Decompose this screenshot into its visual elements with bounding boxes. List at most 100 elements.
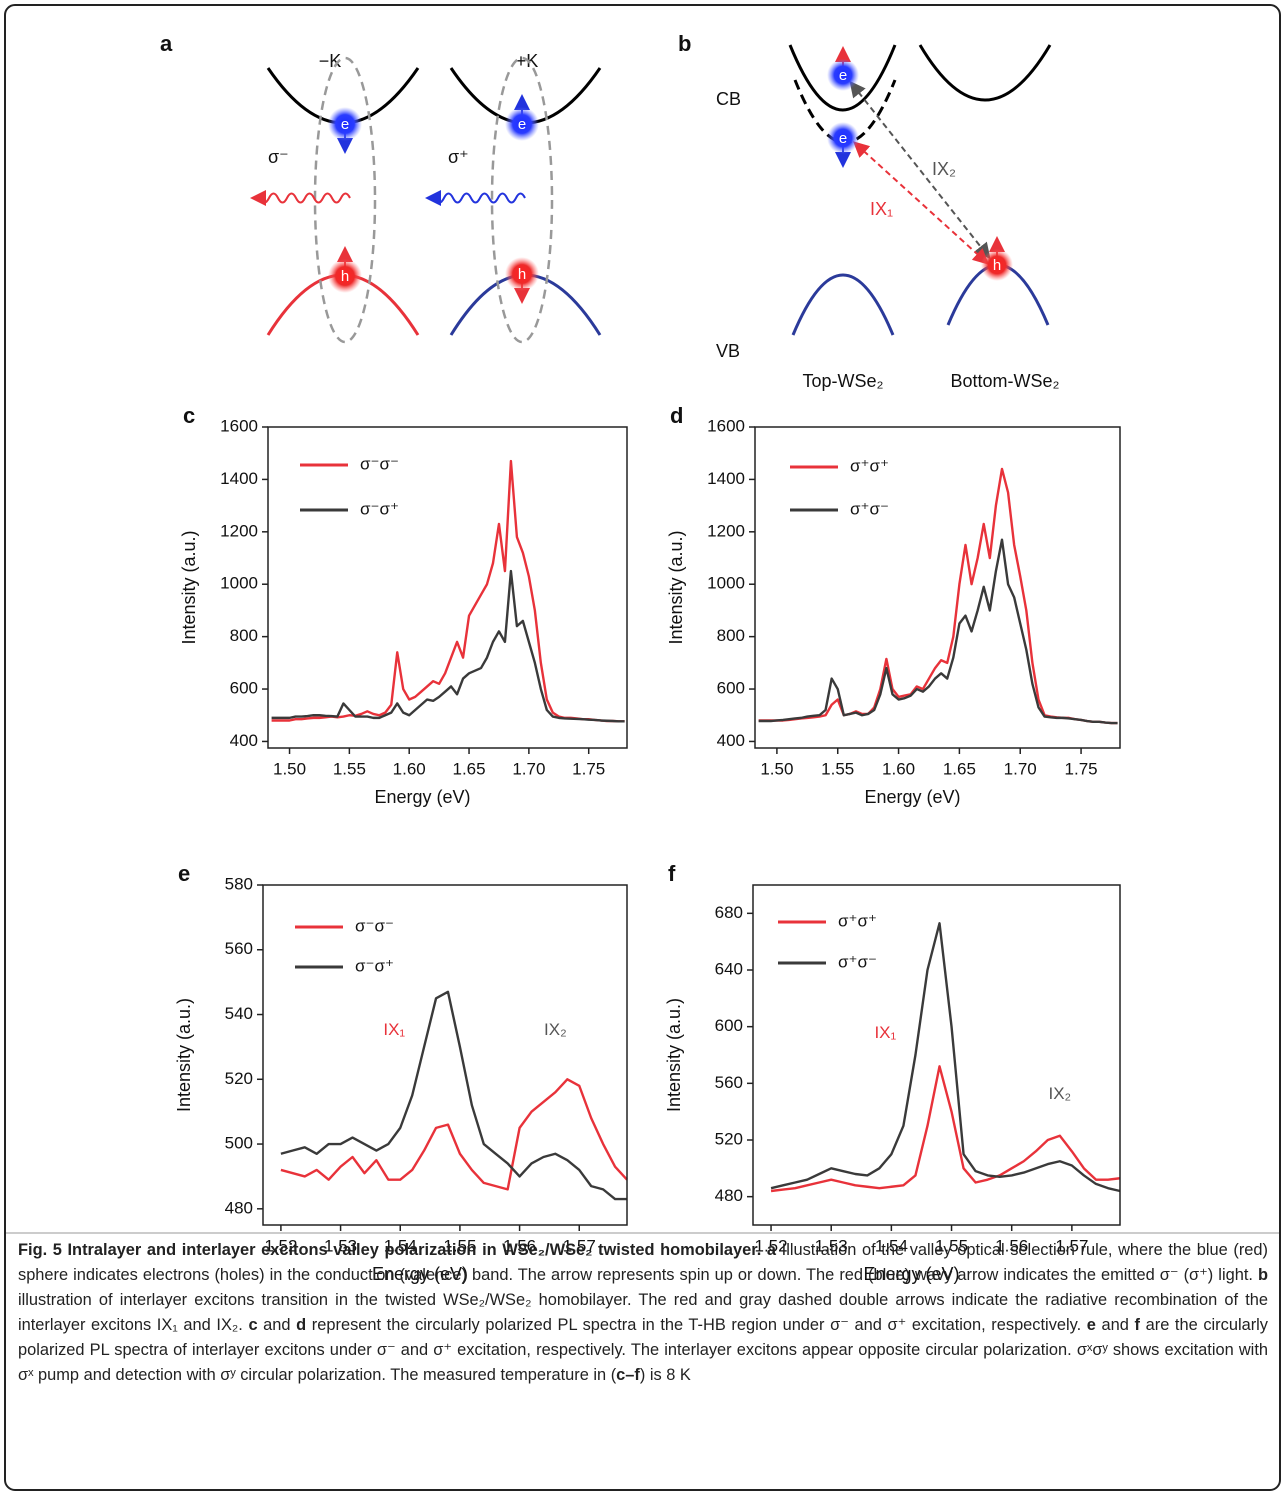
- data-line: [271, 569, 625, 723]
- x-tick-label: 1.65: [943, 759, 976, 778]
- hole-label: h: [341, 268, 349, 285]
- plot-frame: [752, 884, 1121, 1226]
- legend-label: σ⁺σ⁻: [838, 952, 877, 971]
- y-tick-label: 400: [717, 731, 745, 750]
- hole-label: h: [518, 266, 526, 283]
- caption-run: and: [257, 1316, 297, 1334]
- legend-label: σ⁺σ⁺: [838, 911, 877, 930]
- layer-label: Bottom-WSe₂: [950, 371, 1059, 391]
- caption-run: b: [1257, 1266, 1268, 1284]
- y-tick-label: 800: [230, 626, 258, 645]
- y-tick-label: 600: [715, 1016, 743, 1035]
- transition-arrow: [849, 80, 991, 260]
- y-axis-title: Intensity (a.u.): [664, 998, 684, 1112]
- wavy-arrow: [425, 190, 526, 206]
- caption-run: ) is 8 K: [639, 1366, 691, 1384]
- legend-label: σ⁻σ⁺: [355, 956, 394, 975]
- data-line: [280, 1078, 628, 1191]
- x-tick-label: 1.55: [333, 759, 366, 778]
- band-label: CB: [716, 89, 741, 109]
- transition-label: IX₂: [932, 159, 956, 179]
- x-tick-label: 1.57: [563, 1236, 596, 1255]
- y-tick-label: 480: [715, 1186, 743, 1205]
- annotation: IX₂: [544, 1020, 567, 1039]
- electron: [827, 122, 859, 154]
- y-tick-label: 520: [715, 1129, 743, 1148]
- panel-label: d: [670, 403, 683, 428]
- data-line: [770, 922, 1121, 1193]
- legend-label: σ⁻σ⁻: [355, 916, 394, 935]
- y-tick-label: 1600: [220, 416, 258, 435]
- exciton-ellipse: [490, 56, 554, 344]
- x-tick-label: 1.60: [882, 759, 915, 778]
- x-tick-label: 1.55: [443, 1236, 476, 1255]
- x-tick-label: 1.70: [1004, 759, 1037, 778]
- diagram-b: b CB VB e e h IX₂ IX₁ Top-WSe₂ Bottom-WS…: [678, 31, 1060, 391]
- x-tick-label: 1.75: [572, 759, 605, 778]
- x-tick-label: 1.53: [815, 1236, 848, 1255]
- y-tick-label: 1400: [707, 469, 745, 488]
- y-tick-label: 600: [230, 679, 258, 698]
- y-tick-label: 1000: [220, 574, 258, 593]
- caption-run: Illustration of the valley optical selec…: [18, 1241, 1268, 1284]
- y-tick-label: 1000: [707, 574, 745, 593]
- valence-band: [791, 273, 895, 336]
- diagram-a: a −K +K e e h h σ⁻ σ⁺: [160, 31, 602, 344]
- light-label: σ⁻: [268, 147, 289, 167]
- y-tick-label: 600: [717, 679, 745, 698]
- y-axis-title: Intensity (a.u.): [174, 998, 194, 1112]
- plot-frame: [262, 884, 628, 1226]
- x-tick-label: 1.52: [755, 1236, 788, 1255]
- x-axis-title: Energy (eV): [372, 1264, 468, 1284]
- legend-label: σ⁺σ⁻: [850, 499, 889, 518]
- caption-run: e: [1086, 1316, 1096, 1334]
- caption: Fig. 5 Intralayer and interlayer exciton…: [18, 1238, 1268, 1388]
- hole: [981, 249, 1013, 281]
- hole-label: h: [993, 257, 1001, 274]
- exciton-ellipse: [313, 56, 377, 344]
- frame: [4, 4, 1281, 1491]
- x-tick-label: 1.56: [503, 1236, 536, 1255]
- y-tick-label: 580: [225, 874, 253, 893]
- caption-run: c: [248, 1316, 258, 1334]
- y-tick-label: 520: [225, 1069, 253, 1088]
- caption-run: c–f: [616, 1366, 640, 1384]
- annotation: IX₁: [383, 1020, 405, 1039]
- wavy-arrow: [250, 190, 351, 206]
- y-tick-label: 480: [225, 1198, 253, 1217]
- y-tick-label: 560: [225, 939, 253, 958]
- layer-label: Top-WSe₂: [802, 371, 883, 391]
- hole: [505, 257, 539, 291]
- legend-label: σ⁺σ⁺: [850, 456, 889, 475]
- panel-label: e: [178, 861, 190, 886]
- x-axis-title: Energy (eV): [864, 787, 960, 807]
- x-tick-label: 1.65: [452, 759, 485, 778]
- panel-label: c: [183, 403, 195, 428]
- plot-frame: [754, 426, 1121, 749]
- x-tick-label: 1.52: [264, 1236, 297, 1255]
- x-tick-label: 1.54: [384, 1236, 417, 1255]
- x-axis-title: Energy (eV): [863, 1264, 959, 1284]
- electron: [827, 59, 859, 91]
- caption-run: d: [296, 1316, 307, 1334]
- y-tick-label: 560: [715, 1073, 743, 1092]
- electron: [505, 107, 539, 141]
- x-tick-label: 1.70: [512, 759, 545, 778]
- panel-label: b: [678, 31, 691, 56]
- x-tick-label: 1.57: [1055, 1236, 1088, 1255]
- legend-label: σ⁻σ⁺: [360, 499, 399, 518]
- light-label: σ⁺: [448, 147, 469, 167]
- conduction-band: [918, 44, 1052, 102]
- legend-label: σ⁻σ⁻: [360, 454, 399, 473]
- electron: [328, 107, 362, 141]
- data-line: [770, 1065, 1121, 1193]
- annotation: IX₁: [874, 1023, 896, 1042]
- y-tick-label: 1200: [220, 521, 258, 540]
- x-tick-label: 1.50: [273, 759, 306, 778]
- data-line: [280, 990, 627, 1201]
- panel-label: a: [160, 31, 173, 56]
- x-tick-label: 1.50: [760, 759, 793, 778]
- y-tick-label: 1600: [707, 416, 745, 435]
- caption-run: represent the circularly polarized PL sp…: [306, 1316, 1087, 1334]
